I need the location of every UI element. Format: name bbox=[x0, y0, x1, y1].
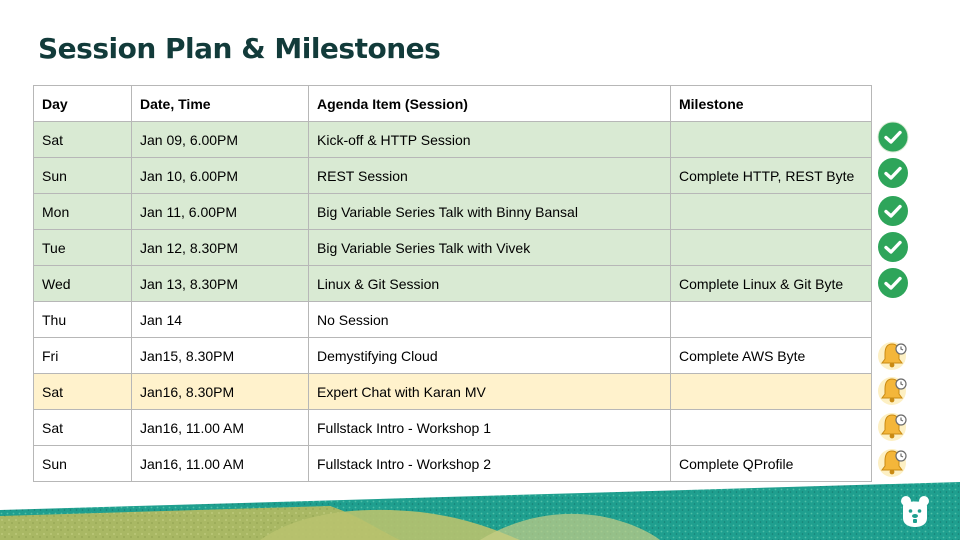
table-row: Mon Jan 11, 6.00PM Big Variable Series T… bbox=[33, 193, 872, 230]
table-row: Sun Jan16, 11.00 AM Fullstack Intro - Wo… bbox=[33, 445, 872, 482]
cell-date-time: Jan16, 8.30PM bbox=[131, 373, 309, 410]
table-row: Tue Jan 12, 8.30PM Big Variable Series T… bbox=[33, 229, 872, 266]
session-plan-table: Day Date, Time Agenda Item (Session) Mil… bbox=[33, 85, 872, 482]
cell-day: Tue bbox=[33, 229, 132, 266]
cell-date-time: Jan 10, 6.00PM bbox=[131, 157, 309, 194]
cell-agenda-item: Demystifying Cloud bbox=[308, 337, 671, 374]
cell-milestone bbox=[670, 301, 872, 338]
cell-date-time: Jan 14 bbox=[131, 301, 309, 338]
check-icon bbox=[877, 195, 909, 227]
header-day: Day bbox=[33, 85, 132, 122]
check-icon bbox=[877, 121, 909, 153]
slide-title: Session Plan & Milestones bbox=[38, 32, 441, 65]
cell-agenda-item: REST Session bbox=[308, 157, 671, 194]
check-icon bbox=[877, 157, 909, 189]
cell-milestone bbox=[670, 121, 872, 158]
check-icon bbox=[877, 267, 909, 299]
cell-day: Sat bbox=[33, 373, 132, 410]
bell-icon bbox=[877, 339, 909, 371]
table-row: Fri Jan15, 8.30PM Demystifying Cloud Com… bbox=[33, 337, 872, 374]
cell-day: Sat bbox=[33, 409, 132, 446]
cell-date-time: Jan16, 11.00 AM bbox=[131, 409, 309, 446]
cell-day: Sun bbox=[33, 445, 132, 482]
cell-agenda-item: Fullstack Intro - Workshop 1 bbox=[308, 409, 671, 446]
table-row: Sun Jan 10, 6.00PM REST Session Complete… bbox=[33, 157, 872, 194]
cell-agenda-item: Expert Chat with Karan MV bbox=[308, 373, 671, 410]
cell-day: Wed bbox=[33, 265, 132, 302]
bell-icon bbox=[877, 446, 909, 478]
cell-agenda-item: Kick-off & HTTP Session bbox=[308, 121, 671, 158]
bear-mascot-icon bbox=[898, 494, 932, 528]
check-icon bbox=[877, 231, 909, 263]
cell-milestone: Complete AWS Byte bbox=[670, 337, 872, 374]
header-agenda-item: Agenda Item (Session) bbox=[308, 85, 671, 122]
cell-date-time: Jan 12, 8.30PM bbox=[131, 229, 309, 266]
cell-milestone bbox=[670, 373, 872, 410]
table-row: Sat Jan16, 8.30PM Expert Chat with Karan… bbox=[33, 373, 872, 410]
cell-milestone: Complete QProfile bbox=[670, 445, 872, 482]
cell-agenda-item: No Session bbox=[308, 301, 671, 338]
table-row: Wed Jan 13, 8.30PM Linux & Git Session C… bbox=[33, 265, 872, 302]
cell-milestone bbox=[670, 193, 872, 230]
cell-date-time: Jan 09, 6.00PM bbox=[131, 121, 309, 158]
cell-day: Mon bbox=[33, 193, 132, 230]
cell-day: Sat bbox=[33, 121, 132, 158]
cell-agenda-item: Big Variable Series Talk with Binny Bans… bbox=[308, 193, 671, 230]
cell-milestone bbox=[670, 409, 872, 446]
cell-date-time: Jan 11, 6.00PM bbox=[131, 193, 309, 230]
cell-agenda-item: Linux & Git Session bbox=[308, 265, 671, 302]
footer-decoration bbox=[0, 482, 960, 540]
cell-day: Sun bbox=[33, 157, 132, 194]
cell-agenda-item: Big Variable Series Talk with Vivek bbox=[308, 229, 671, 266]
cell-milestone: Complete HTTP, REST Byte bbox=[670, 157, 872, 194]
header-milestone: Milestone bbox=[670, 85, 872, 122]
cell-milestone bbox=[670, 229, 872, 266]
header-date-time: Date, Time bbox=[131, 85, 309, 122]
cell-milestone: Complete Linux & Git Byte bbox=[670, 265, 872, 302]
table-row: Thu Jan 14 No Session bbox=[33, 301, 872, 338]
table-row: Sat Jan16, 11.00 AM Fullstack Intro - Wo… bbox=[33, 409, 872, 446]
cell-day: Thu bbox=[33, 301, 132, 338]
bell-icon bbox=[877, 374, 909, 406]
table-header-row: Day Date, Time Agenda Item (Session) Mil… bbox=[33, 85, 872, 122]
cell-agenda-item: Fullstack Intro - Workshop 2 bbox=[308, 445, 671, 482]
bell-icon bbox=[877, 410, 909, 442]
cell-date-time: Jan 13, 8.30PM bbox=[131, 265, 309, 302]
cell-date-time: Jan15, 8.30PM bbox=[131, 337, 309, 374]
table-row: Sat Jan 09, 6.00PM Kick-off & HTTP Sessi… bbox=[33, 121, 872, 158]
cell-day: Fri bbox=[33, 337, 132, 374]
